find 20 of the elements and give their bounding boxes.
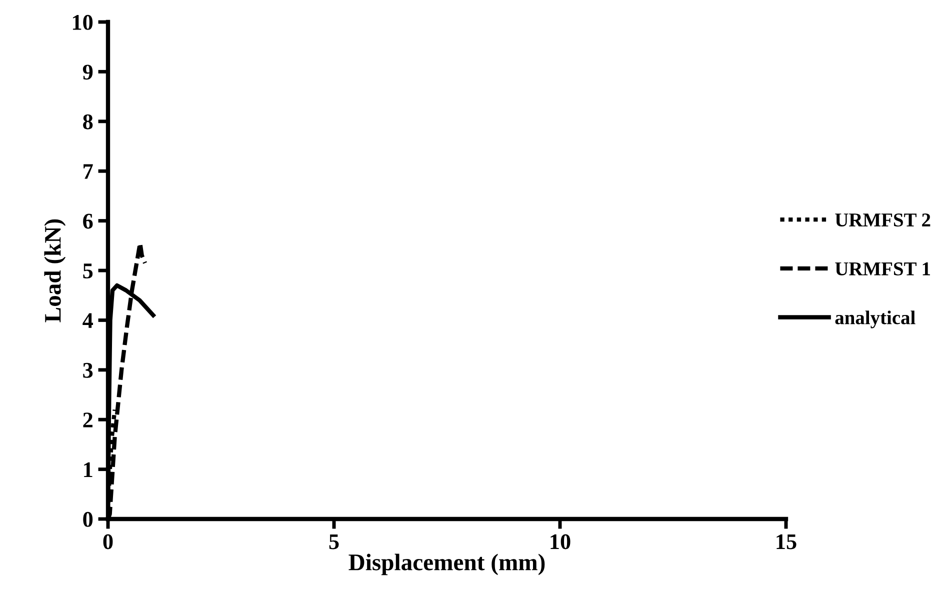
legend-label: URMFST 1 bbox=[835, 262, 930, 276]
y-axis-title: Load (kN) bbox=[44, 219, 66, 322]
legend-label: analytical bbox=[835, 310, 916, 328]
y-tick-label: 8 bbox=[83, 114, 93, 130]
y-tick-label: 5 bbox=[83, 264, 93, 278]
y-tick-label: 0 bbox=[83, 512, 93, 527]
x-tick-label: 15 bbox=[776, 534, 796, 550]
x-tick-label: 10 bbox=[550, 534, 570, 550]
y-tick-label: 9 bbox=[82, 64, 93, 80]
y-tick-label: 2 bbox=[83, 412, 92, 428]
x-tick-label: 0 bbox=[103, 534, 113, 550]
x-tick-label: 5 bbox=[329, 534, 339, 550]
legend-label: URMFST 2 bbox=[835, 213, 930, 227]
y-tick-label: 3 bbox=[83, 362, 93, 378]
x-axis-title: Displacement (mm) bbox=[348, 554, 545, 576]
y-tick-label: 10 bbox=[72, 14, 93, 30]
y-tick-label: 6 bbox=[83, 214, 93, 229]
y-tick-label: 1 bbox=[84, 462, 92, 478]
y-tick-label: 7 bbox=[84, 164, 93, 179]
y-tick-label: 4 bbox=[82, 313, 94, 328]
